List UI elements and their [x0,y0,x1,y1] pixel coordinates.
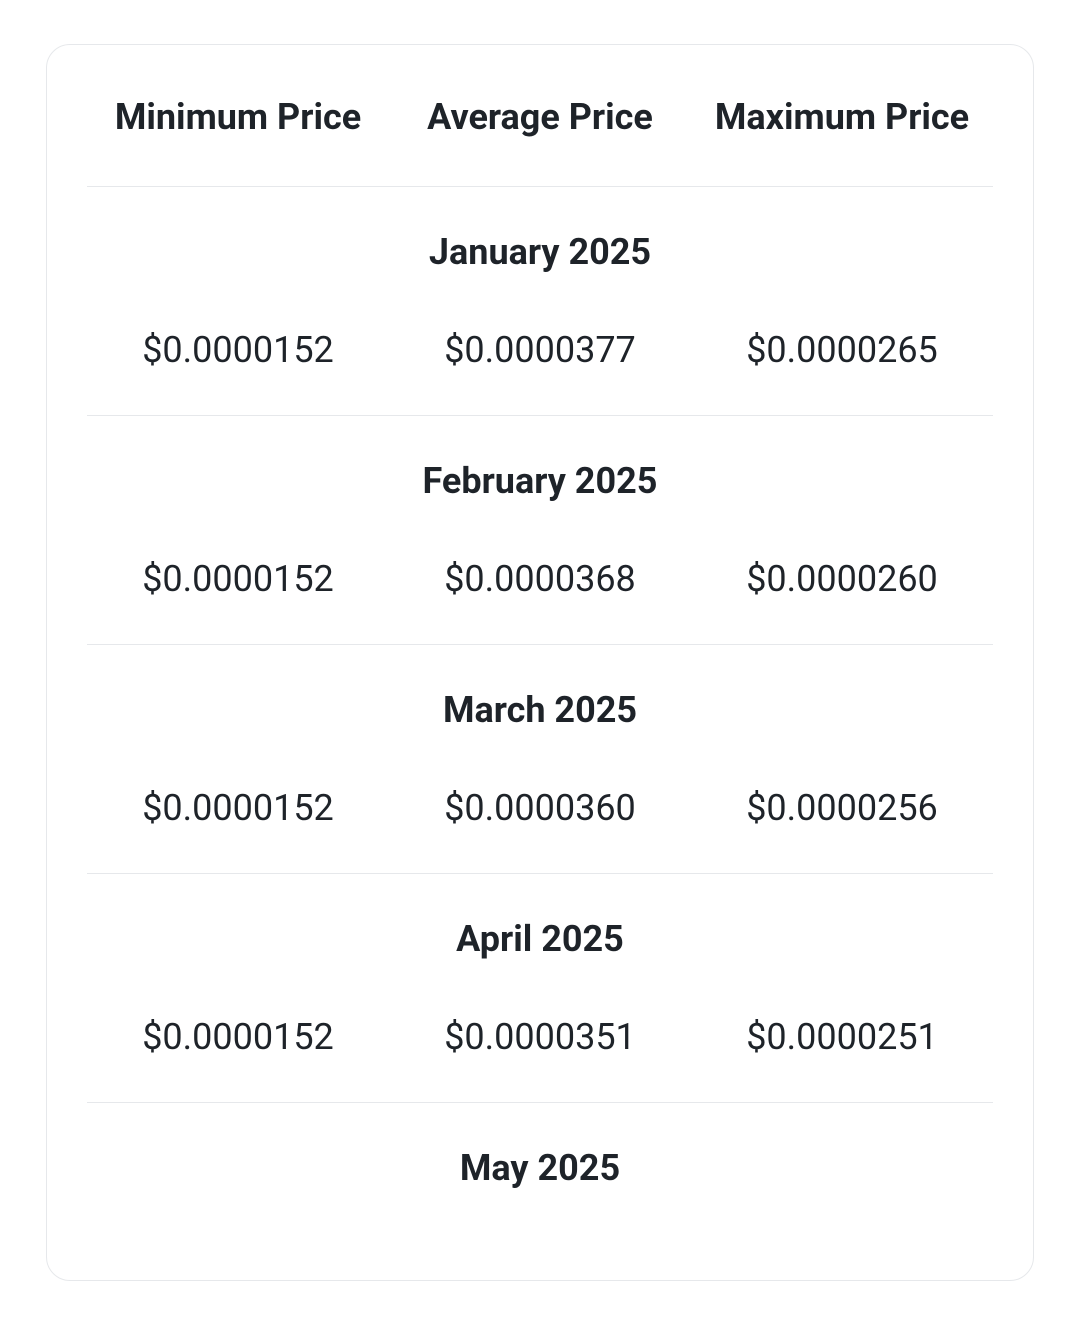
month-row: April 2025 [87,873,993,988]
avg-cell: $0.0000377 [389,301,691,416]
value-row: $0.0000152 $0.0000377 $0.0000265 [87,301,993,416]
price-table-card: Minimum Price Average Price Maximum Pric… [46,44,1034,1281]
table-header: Minimum Price Average Price Maximum Pric… [87,85,993,186]
header-row: Minimum Price Average Price Maximum Pric… [87,85,993,186]
month-row: March 2025 [87,644,993,759]
min-cell: $0.0000152 [87,301,389,416]
value-row: $0.0000152 $0.0000351 $0.0000251 [87,988,993,1103]
avg-cell: $0.0000351 [389,988,691,1103]
month-row: January 2025 [87,186,993,301]
max-cell: $0.0000256 [691,759,993,874]
max-cell: $0.0000260 [691,530,993,645]
month-label: January 2025 [87,186,993,301]
avg-cell: $0.0000360 [389,759,691,874]
max-cell: $0.0000265 [691,301,993,416]
avg-cell: $0.0000368 [389,530,691,645]
month-row: May 2025 [87,1102,993,1217]
month-label: April 2025 [87,873,993,988]
value-row: $0.0000152 $0.0000360 $0.0000256 [87,759,993,874]
table-body: January 2025 $0.0000152 $0.0000377 $0.00… [87,186,993,1217]
col-avg-header: Average Price [389,85,691,186]
col-min-header: Minimum Price [87,85,389,186]
max-cell: $0.0000251 [691,988,993,1103]
value-row: $0.0000152 $0.0000368 $0.0000260 [87,530,993,645]
month-label: February 2025 [87,415,993,530]
price-table: Minimum Price Average Price Maximum Pric… [87,85,993,1217]
month-label: May 2025 [87,1102,993,1217]
month-label: March 2025 [87,644,993,759]
min-cell: $0.0000152 [87,530,389,645]
min-cell: $0.0000152 [87,988,389,1103]
col-max-header: Maximum Price [691,85,993,186]
min-cell: $0.0000152 [87,759,389,874]
page-wrap: Minimum Price Average Price Maximum Pric… [0,0,1080,1325]
month-row: February 2025 [87,415,993,530]
